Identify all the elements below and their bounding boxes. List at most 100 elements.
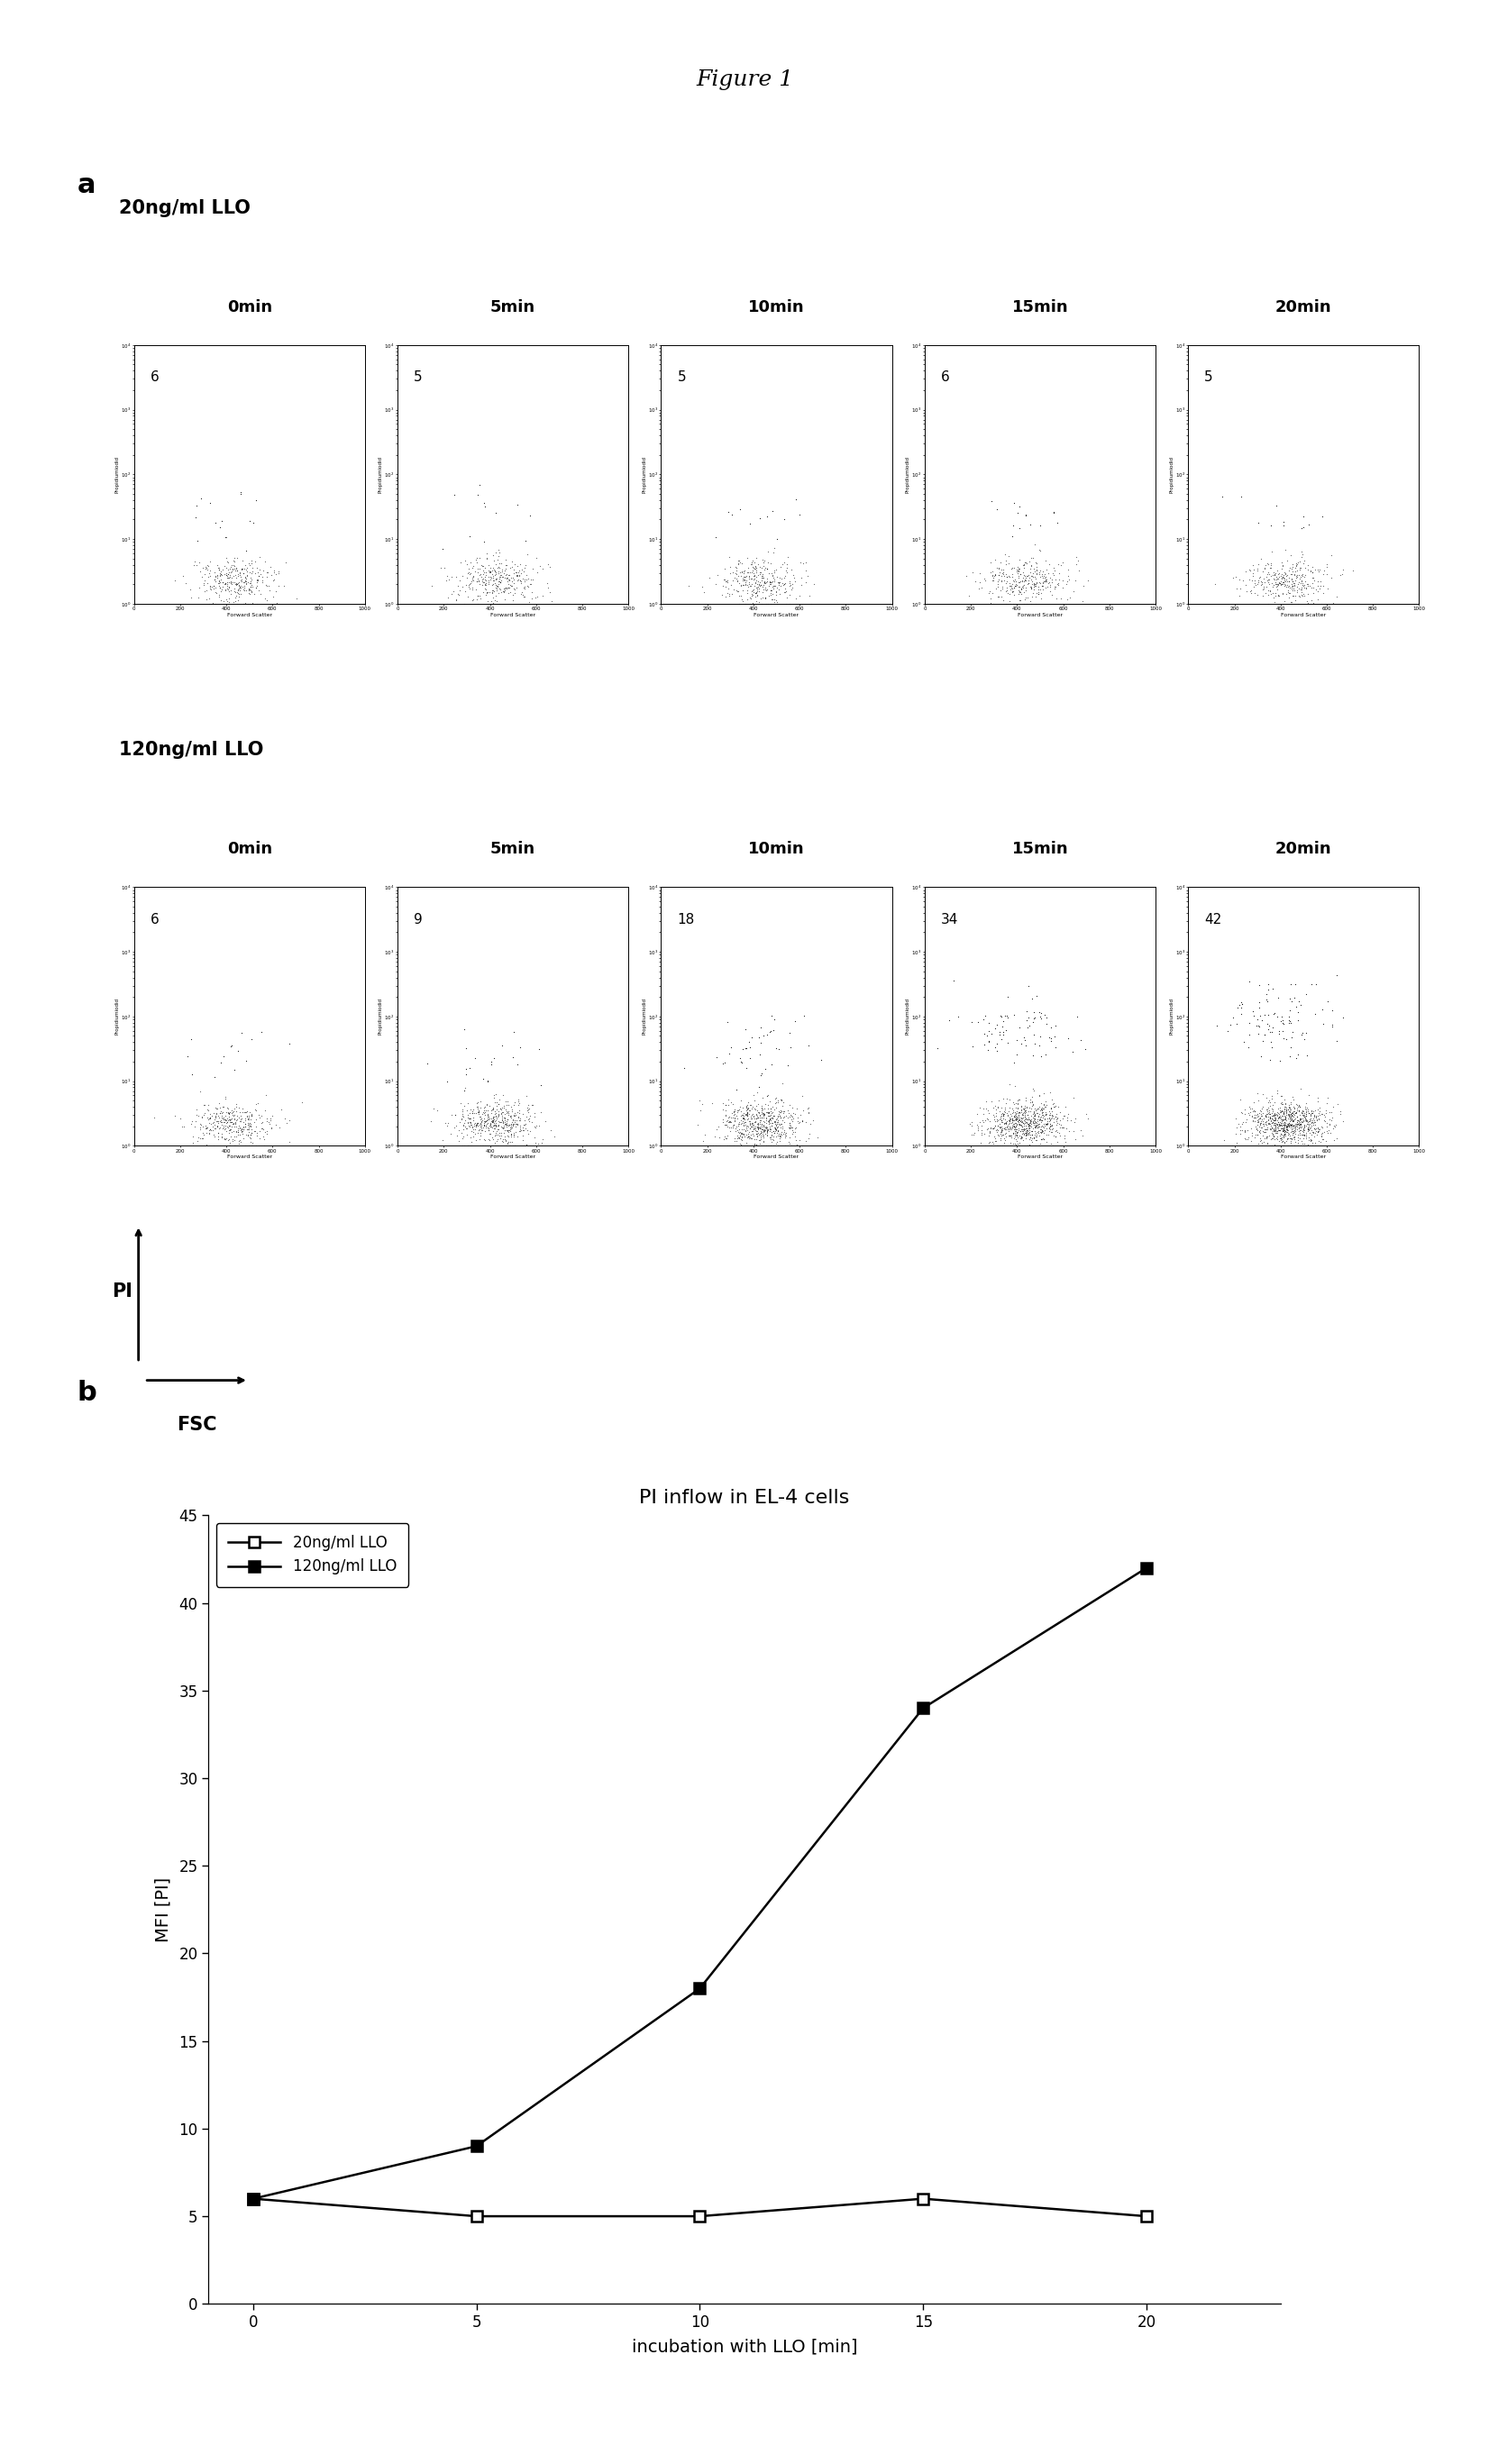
Point (514, 1124, 538, 1163)
Point (506, 1116, 530, 1156)
Point (990, 1101, 1014, 1141)
Point (1029, 1089, 1053, 1129)
Point (465, 1087, 488, 1126)
Point (478, 1104, 502, 1143)
Point (740, 1106, 764, 1146)
Point (1042, 569, 1066, 609)
Point (1261, 1104, 1285, 1143)
Point (1269, 1111, 1292, 1151)
Point (737, 1111, 761, 1151)
Point (747, 1114, 771, 1153)
Point (986, 1101, 1010, 1141)
Point (749, 1106, 773, 1146)
Point (475, 535, 499, 574)
Point (1270, 1101, 1294, 1141)
Point (1292, 1106, 1316, 1146)
20ng/ml LLO (1138, 2200, 1155, 2230)
Point (1300, 552, 1324, 591)
Point (217, 1114, 241, 1153)
Point (736, 1096, 759, 1136)
Point (767, 1126, 791, 1165)
Point (219, 562, 243, 601)
Point (759, 562, 783, 601)
Point (1242, 995, 1266, 1035)
Point (1297, 567, 1321, 606)
Point (1278, 1003, 1301, 1042)
Point (192, 554, 216, 594)
Point (1010, 1104, 1033, 1143)
Point (485, 1126, 509, 1165)
Point (1252, 549, 1276, 589)
Point (744, 552, 768, 591)
Point (1014, 1116, 1038, 1156)
Point (200, 569, 223, 609)
Point (747, 1096, 771, 1136)
Point (1004, 1096, 1027, 1136)
Point (234, 1126, 258, 1165)
Point (767, 1114, 791, 1153)
Point (469, 1082, 493, 1121)
Point (471, 559, 494, 599)
Point (740, 1104, 764, 1143)
Point (1014, 1092, 1038, 1131)
Point (1005, 1104, 1029, 1143)
Point (713, 1119, 737, 1158)
Point (737, 1023, 761, 1062)
Point (1285, 1000, 1309, 1040)
Point (1015, 1000, 1039, 1040)
Point (737, 1092, 761, 1131)
Point (456, 1096, 479, 1136)
Point (759, 1089, 783, 1129)
Point (722, 569, 746, 609)
Point (1010, 1089, 1033, 1129)
Point (1048, 1092, 1072, 1131)
Point (1276, 1111, 1300, 1151)
Point (1276, 1104, 1300, 1143)
Point (998, 1111, 1021, 1151)
Point (174, 562, 198, 601)
Point (749, 564, 773, 604)
Point (1279, 1111, 1303, 1151)
Point (728, 1116, 752, 1156)
Point (731, 559, 755, 599)
Point (1258, 1099, 1282, 1138)
Point (497, 1104, 521, 1143)
Point (1260, 968, 1284, 1008)
Point (759, 1045, 783, 1084)
Point (1300, 1094, 1324, 1133)
Point (1266, 559, 1289, 599)
Point (485, 1099, 509, 1138)
Point (1270, 1084, 1294, 1124)
Point (447, 1109, 471, 1148)
Point (457, 554, 481, 594)
Y-axis label: Propidiumiodid: Propidiumiodid (378, 998, 383, 1035)
Point (508, 545, 532, 584)
Point (231, 540, 255, 579)
Point (744, 1124, 768, 1163)
Point (1255, 1003, 1279, 1042)
Point (995, 572, 1018, 611)
Point (1030, 554, 1054, 594)
Point (210, 1094, 234, 1133)
Point (237, 1104, 261, 1143)
Point (198, 584, 222, 623)
Point (762, 1126, 786, 1165)
Point (712, 1119, 736, 1158)
Point (1255, 1119, 1279, 1158)
Point (499, 1096, 523, 1136)
Point (1286, 1101, 1310, 1141)
Point (1292, 557, 1316, 596)
Point (1279, 1106, 1303, 1146)
Point (740, 1018, 764, 1057)
Point (995, 1101, 1018, 1141)
Point (1029, 574, 1053, 614)
Point (484, 1114, 508, 1153)
Point (1249, 540, 1273, 579)
Point (740, 540, 764, 579)
Point (240, 584, 264, 623)
Point (996, 557, 1020, 596)
Point (226, 574, 250, 614)
Point (739, 579, 762, 618)
Point (1026, 1094, 1050, 1133)
Point (235, 554, 259, 594)
